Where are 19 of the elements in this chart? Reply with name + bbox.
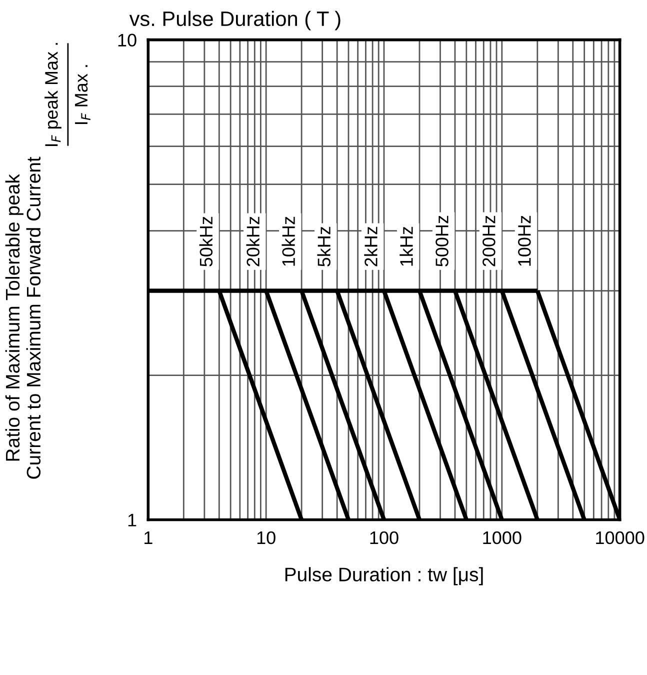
x-axis-title: Pulse Duration : tw [μs]: [285, 567, 483, 586]
text: 2kHz: [364, 226, 378, 266]
text: 50kHz: [199, 216, 213, 266]
text: 100Hz: [518, 216, 531, 266]
x-tick-label: 100: [370, 531, 398, 544]
y-axis-title: Ratio of Maximum Tolerable peak Current to Maximum Forward Current: [5, 156, 41, 479]
text: I$_{F}$ peak Max .: [44, 43, 62, 146]
text: 5kHz: [317, 226, 330, 266]
text: 1kHz: [400, 226, 413, 266]
text: 200Hz: [482, 216, 496, 266]
text: I$_{F}$ Max .: [75, 65, 90, 124]
text: 10kHz: [282, 216, 295, 266]
text: 500Hz: [436, 216, 448, 266]
x-tick-label: 1: [144, 532, 152, 544]
chart-title: vs. Pulse Duration ( T ): [129, 10, 340, 30]
x-tick-label: 10000: [596, 531, 644, 544]
x-tick-label: 10: [257, 531, 276, 544]
text: 20kHz: [246, 216, 260, 266]
x-tick-label: 1000: [483, 531, 522, 544]
